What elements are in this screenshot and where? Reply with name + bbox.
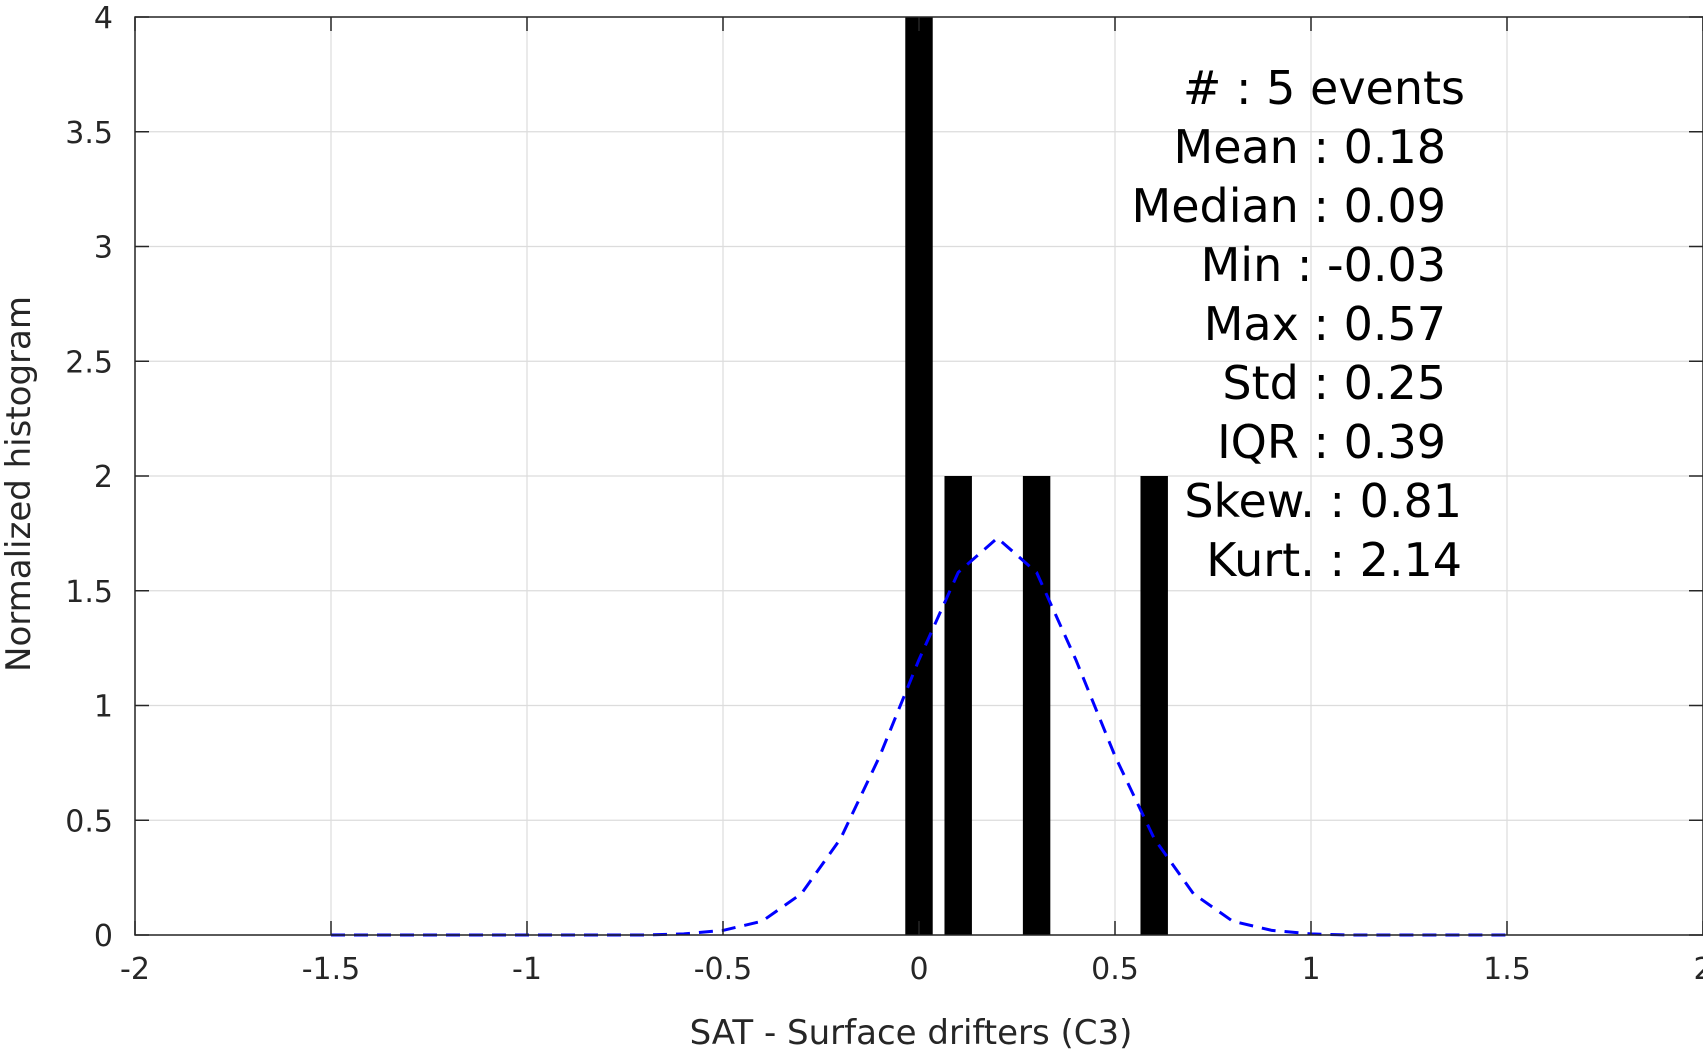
- x-tick-label: 1.5: [1483, 952, 1531, 987]
- stat-line: IQR : 0.39: [1217, 415, 1446, 469]
- y-tick-label: 1.5: [65, 575, 113, 610]
- y-tick-label: 2: [94, 460, 113, 495]
- y-axis-label: Normalized histogram: [0, 296, 39, 672]
- stat-line: Min : -0.03: [1201, 238, 1446, 292]
- stat-line: Max : 0.57: [1204, 297, 1446, 351]
- stat-line: # : 5 events: [1183, 61, 1465, 115]
- stat-line: Median : 0.09: [1132, 179, 1446, 233]
- stat-line: Kurt. : 2.14: [1206, 533, 1462, 587]
- histogram-bar: [1022, 476, 1051, 935]
- tick-labels: -2 -1.5 -1 -0.5 0 0.5 1 1.5 2 0 0.5 1 1.5 2 2.5 3 3.5 4: [65, 1, 1703, 987]
- stat-line: Std : 0.25: [1222, 356, 1446, 410]
- histogram-bars: [905, 17, 1168, 935]
- y-tick-label: 1: [94, 690, 113, 725]
- x-tick-label: -0.5: [694, 952, 753, 987]
- histogram-bar: [905, 17, 933, 935]
- stat-line: Mean : 0.18: [1174, 120, 1447, 174]
- axes: [134, 16, 1703, 936]
- x-tick-label: -2: [120, 952, 150, 987]
- y-tick-label: 4: [94, 1, 113, 36]
- y-tick-label: 3.5: [65, 116, 113, 151]
- x-tick-label: -1: [512, 952, 542, 987]
- histogram-bar: [944, 476, 972, 935]
- x-tick-label: 1: [1301, 952, 1320, 987]
- y-tick-label: 3: [94, 231, 113, 266]
- y-tick-label: 2.5: [65, 345, 113, 380]
- x-tick-label: 0.5: [1091, 952, 1139, 987]
- y-tick-label: 0: [94, 919, 113, 954]
- x-tick-label: -1.5: [302, 952, 361, 987]
- x-tick-label: 0: [909, 952, 928, 987]
- y-tick-label: 0.5: [65, 804, 113, 839]
- x-axis-label: SAT - Surface drifters (C3): [690, 1013, 1133, 1053]
- histogram-bar: [1140, 476, 1168, 935]
- stat-line: Skew. : 0.81: [1184, 474, 1462, 528]
- x-tick-label: 2: [1693, 952, 1703, 987]
